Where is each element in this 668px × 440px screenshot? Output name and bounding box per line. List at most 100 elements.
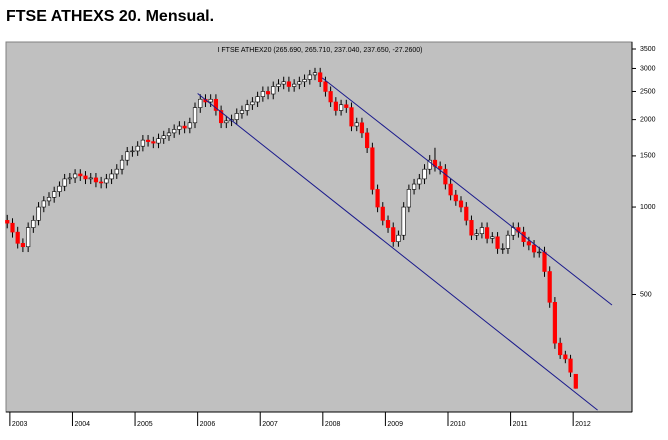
- candle-body: [328, 91, 333, 103]
- candle-body: [448, 183, 453, 196]
- candle-body: [391, 227, 396, 242]
- x-tick-label: 2010: [450, 421, 466, 428]
- y-tick-label: 1500: [640, 153, 656, 160]
- candle-body: [318, 72, 323, 83]
- x-tick-label: 2009: [387, 421, 403, 428]
- candle-body: [260, 91, 265, 97]
- candle-body: [245, 104, 250, 111]
- candle-body: [485, 227, 490, 239]
- candle-body: [370, 147, 375, 190]
- candle-body: [78, 173, 83, 177]
- candle-body: [323, 81, 328, 92]
- candle-body: [411, 183, 417, 190]
- y-tick-label: 3500: [640, 46, 656, 53]
- candle-body: [333, 101, 338, 111]
- candle-body: [145, 139, 151, 142]
- y-tick-label: 500: [640, 291, 652, 298]
- x-tick-label: 2003: [12, 421, 28, 428]
- y-tick-label: 2000: [640, 116, 656, 123]
- candle-body: [563, 354, 568, 360]
- candle-body: [20, 243, 25, 248]
- candle-body: [198, 98, 203, 108]
- candle-body: [375, 189, 380, 208]
- candle-body: [109, 173, 114, 180]
- candle-body: [385, 220, 391, 228]
- candle-body: [41, 200, 46, 208]
- candle-body: [177, 125, 182, 130]
- candle-body: [83, 175, 88, 180]
- candle-body: [271, 86, 276, 95]
- candle-body: [500, 248, 505, 250]
- candle-body: [542, 251, 547, 272]
- candle-body: [338, 104, 344, 111]
- candle-body: [469, 220, 474, 236]
- candle-body: [187, 122, 192, 129]
- candle-body: [286, 81, 291, 87]
- candle-body: [119, 159, 125, 170]
- candle-body: [265, 91, 271, 95]
- candle-body: [156, 138, 161, 144]
- candle-body: [438, 166, 443, 170]
- candle-body: [558, 342, 563, 356]
- candle-body: [422, 168, 427, 180]
- candle-body: [93, 177, 99, 183]
- candle-body: [396, 234, 401, 242]
- x-tick-label: 2006: [200, 421, 216, 428]
- candle-body: [182, 125, 187, 129]
- candle-body: [458, 200, 464, 208]
- x-tick-label: 2011: [513, 421, 528, 428]
- candle-body: [219, 110, 224, 124]
- x-tick-label: 2012: [575, 421, 591, 428]
- candle-body: [114, 168, 119, 175]
- candle-body: [31, 220, 36, 228]
- candle-body: [406, 189, 411, 208]
- candle-body: [62, 178, 67, 187]
- candle-body: [151, 141, 156, 144]
- candle-body: [526, 241, 531, 246]
- y-tick-label: 3000: [640, 65, 656, 72]
- candle-body: [312, 72, 318, 76]
- plot-background: [5, 41, 633, 413]
- candle-body: [537, 251, 542, 254]
- x-tick-label: 2008: [325, 421, 341, 428]
- candle-body: [573, 373, 578, 389]
- candle-body: [88, 177, 93, 180]
- trend-line: [321, 77, 613, 306]
- candle-body: [255, 96, 260, 103]
- candle-body: [495, 236, 500, 249]
- candle-body: [307, 74, 312, 80]
- candle-body: [72, 173, 78, 179]
- candle-body: [505, 234, 511, 249]
- candle-body: [239, 110, 245, 114]
- x-tick-label: 2004: [74, 421, 90, 428]
- candle-body: [10, 222, 15, 233]
- candle-body: [99, 181, 104, 184]
- candle-body: [349, 107, 354, 127]
- candle-body: [479, 227, 485, 234]
- candle-body: [276, 83, 281, 87]
- candle-body: [297, 81, 302, 85]
- candle-body: [354, 122, 359, 127]
- x-tick-label: 2005: [137, 421, 153, 428]
- y-tick-label: 2500: [640, 88, 656, 95]
- candle-body: [36, 206, 41, 221]
- candle-body: [26, 227, 31, 248]
- x-tick-label: 2007: [262, 421, 278, 428]
- candle-body: [161, 135, 166, 139]
- candle-body: [474, 233, 479, 236]
- candle-body: [453, 194, 458, 202]
- candle-body: [302, 79, 307, 83]
- candle-body: [52, 191, 57, 198]
- candle-body: [365, 132, 370, 149]
- candle-body: [192, 107, 198, 124]
- candle-body: [443, 168, 448, 185]
- candle-body: [568, 358, 573, 373]
- candle-body: [125, 151, 130, 161]
- candle-body: [531, 244, 537, 253]
- candle-body: [15, 231, 20, 244]
- candle-body: [208, 98, 213, 103]
- candle-body: [140, 139, 145, 147]
- candle-body: [57, 185, 62, 192]
- candle-body: [401, 206, 406, 236]
